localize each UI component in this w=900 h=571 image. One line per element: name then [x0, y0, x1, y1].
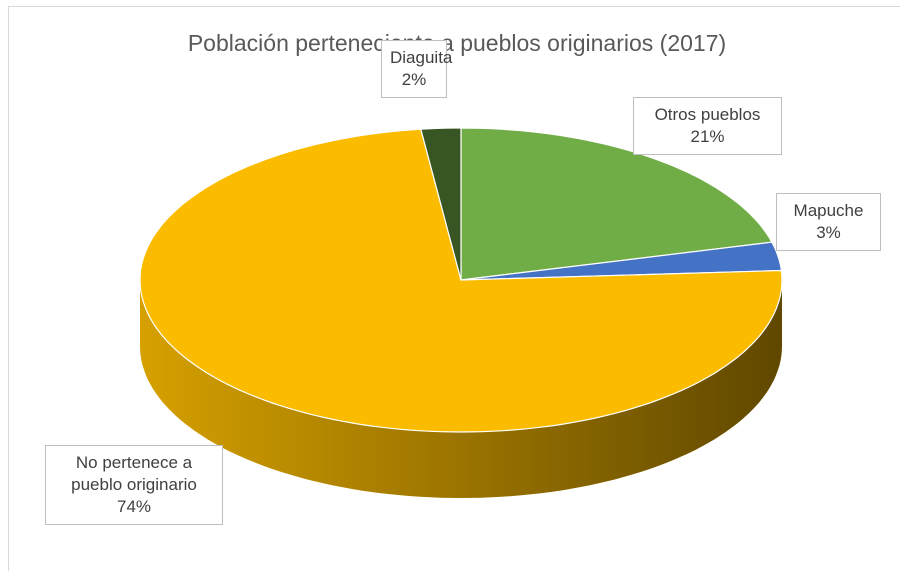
label-category: Mapuche: [793, 201, 864, 220]
slice: [460, 127, 773, 281]
data-label: No pertenece a pueblo originario 74%: [45, 445, 223, 525]
slice-side-shade: [140, 280, 782, 498]
data-label: Mapuche 3%: [776, 193, 881, 251]
label-value: 3%: [816, 223, 841, 242]
label-value: 21%: [690, 127, 725, 146]
slice: [460, 241, 782, 281]
label-value: 74%: [116, 497, 152, 516]
label-category: Otros pueblos: [654, 105, 761, 124]
chart-frame: [8, 6, 900, 571]
label-category: No pertenece a pueblo originario: [71, 453, 197, 494]
slice: [420, 127, 462, 281]
label-category: Diaguita: [390, 48, 453, 67]
label-value: 2%: [401, 70, 427, 89]
data-label: Otros pueblos 21%: [633, 97, 782, 155]
chart-title: Población perteneciente a pueblos origin…: [187, 30, 727, 56]
data-label: Diaguita 2%: [381, 40, 453, 98]
